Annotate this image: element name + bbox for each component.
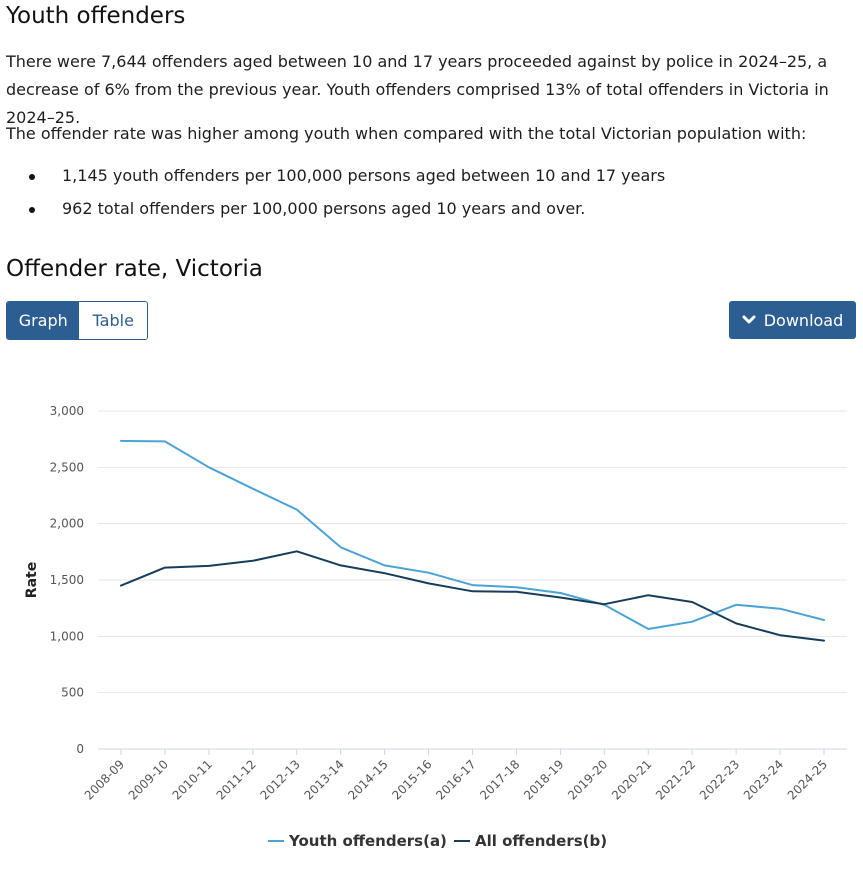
x-tick-label: 2010-11 [170, 757, 215, 802]
x-tick-label: 2020-21 [609, 757, 654, 802]
x-tick-label: 2019-20 [565, 757, 610, 802]
x-tick-label: 2015-16 [389, 757, 434, 802]
intro-paragraph: There were 7,644 offenders aged between … [6, 52, 829, 127]
series-line-all [120, 550, 825, 642]
offender-rate-chart: 0 500 1,000 1,500 2,000 2,500 3,000 Rate 2008-09… [24, 404, 847, 850]
x-tick-label: 2024-25 [785, 757, 830, 802]
download-button[interactable]: Download [729, 301, 856, 339]
y-tick-label: 2,500 [50, 460, 84, 474]
x-tick-label: 2023-24 [741, 757, 786, 802]
grid-layer: 0 500 1,000 1,500 2,000 2,500 3,000 Rate 2008-09… [24, 404, 847, 803]
rate-bullet-list: 1,145 youth offenders per 100,000 person… [0, 162, 860, 228]
x-tick-label: 2018-19 [521, 757, 566, 802]
x-tick-label: 2017-18 [477, 757, 522, 802]
y-tick-label: 3,000 [50, 404, 84, 418]
download-label: Download [763, 310, 844, 330]
comparison-paragraph: The offender rate was higher among youth… [6, 124, 807, 143]
chart-title: Offender rate, Victoria [6, 256, 263, 282]
y-tick-label: 2,000 [50, 517, 84, 531]
x-tick-label: 2013-14 [301, 757, 346, 802]
list-item: 962 total offenders per 100,000 persons … [0, 195, 860, 228]
chevron-down-icon [742, 315, 756, 324]
view-toggle: Graph Table [6, 301, 148, 340]
tab-graph[interactable]: Graph [7, 302, 80, 339]
x-tick-label: 2012-13 [258, 757, 303, 802]
x-tick-label: 2014-15 [345, 757, 390, 802]
list-item: 1,145 youth offenders per 100,000 person… [0, 162, 860, 195]
series-line-youth [120, 439, 825, 630]
y-axis-label: Rate [24, 562, 40, 598]
y-tick-label: 500 [61, 686, 84, 700]
legend-item-all: All offenders(b) [475, 832, 607, 850]
tab-table[interactable]: Table [79, 302, 147, 339]
x-tick-label: 2009-10 [126, 757, 171, 802]
legend-item-youth: Youth offenders(a) [288, 832, 447, 850]
x-tick-label: 2011-12 [214, 757, 259, 802]
legend: Youth offenders(a) All offenders(b) [268, 832, 607, 850]
x-tick-label: 2008-09 [82, 757, 127, 802]
x-tick-label: 2021-22 [653, 757, 698, 802]
y-tick-label: 1,000 [50, 629, 84, 643]
series-layer [120, 439, 825, 642]
y-tick-label: 1,500 [50, 573, 84, 587]
y-tick-label: 0 [76, 742, 84, 756]
x-tick-label: 2022-23 [697, 757, 742, 802]
section-title: Youth offenders [6, 3, 186, 29]
x-tick-label: 2016-17 [433, 757, 478, 802]
